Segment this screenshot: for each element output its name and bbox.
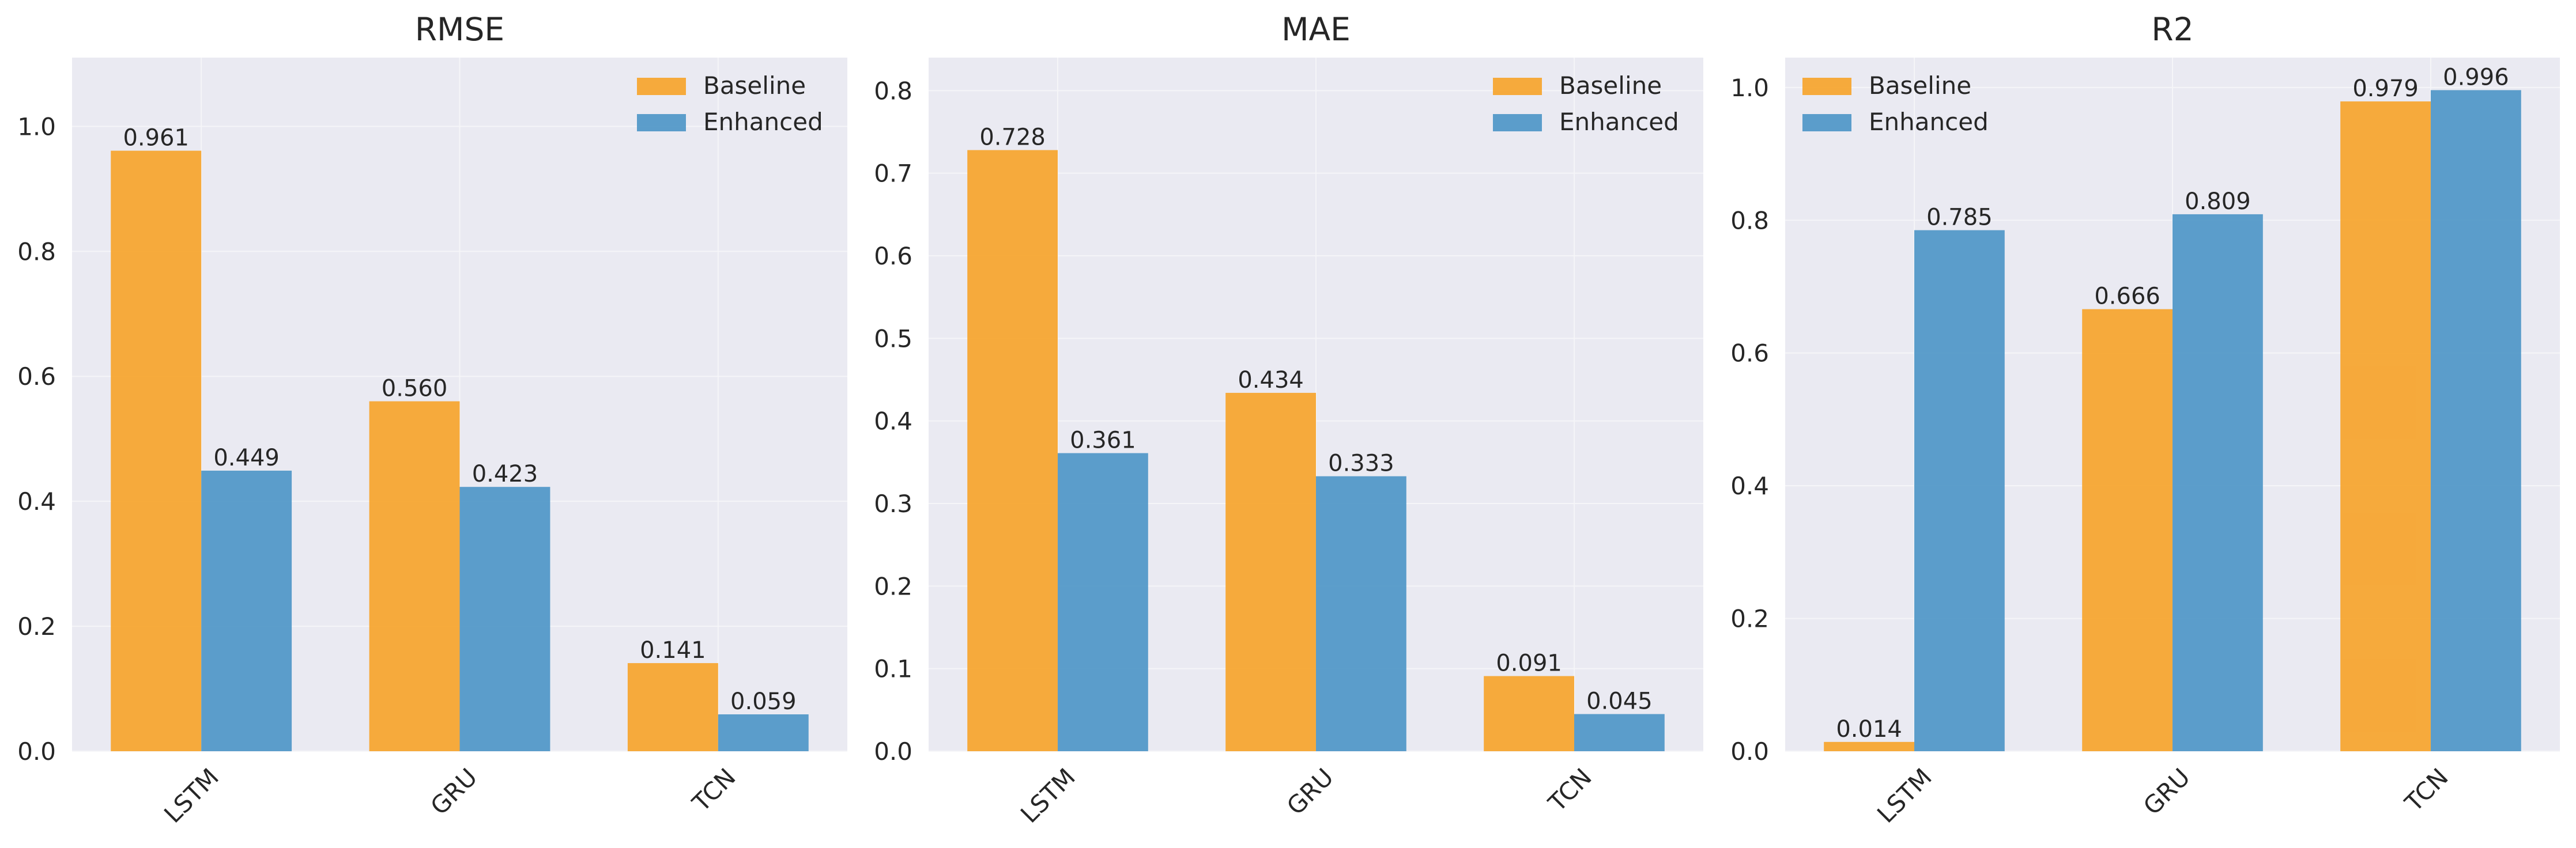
legend-swatch-enhanced	[1493, 114, 1542, 131]
rmse-ytick-label: 0.4	[17, 487, 56, 516]
rmse-xtick-label: LSTM	[159, 763, 224, 828]
r2-data-label: 0.785	[1926, 205, 1993, 231]
r2-bar-enhanced-lstm	[1914, 230, 2005, 751]
rmse-bar-baseline-tcn	[627, 663, 718, 751]
mae-bar-baseline-gru	[1225, 392, 1316, 751]
mae-ytick-label: 0.8	[874, 77, 912, 105]
r2-bar-baseline-lstm	[1824, 741, 1914, 751]
legend-label-enhanced: Enhanced	[1559, 108, 1679, 136]
rmse-data-label: 0.449	[213, 445, 280, 471]
r2-data-label: 0.996	[2443, 64, 2509, 90]
legend-label-enhanced: Enhanced	[703, 108, 823, 136]
r2-bar-baseline-gru	[2082, 309, 2173, 751]
mae-ytick-label: 0.3	[874, 490, 912, 518]
mae-bar-enhanced-lstm	[1058, 453, 1148, 751]
rmse-ytick-label: 0.8	[17, 237, 56, 266]
rmse-xtick-label: TCN	[687, 763, 741, 817]
mae-data-label: 0.091	[1496, 650, 1562, 677]
rmse-data-label: 0.141	[640, 637, 706, 664]
mae-xtick-label: LSTM	[1015, 763, 1081, 828]
mae-ytick-label: 0.4	[874, 407, 912, 436]
legend-swatch-baseline	[637, 78, 686, 95]
mae-data-label: 0.333	[1328, 450, 1394, 477]
r2-data-label: 0.809	[2185, 188, 2251, 215]
r2-data-label: 0.666	[2094, 283, 2160, 310]
rmse-bar-enhanced-tcn	[718, 714, 809, 751]
r2-xtick-label: TCN	[2399, 763, 2454, 817]
rmse-chart-title: RMSE	[415, 11, 504, 48]
legend-label-baseline: Baseline	[1559, 71, 1662, 100]
rmse-data-label: 0.560	[382, 376, 448, 402]
legend-swatch-baseline	[1802, 78, 1851, 95]
mae-data-label: 0.045	[1586, 688, 1653, 715]
r2-ytick-label: 0.8	[1730, 206, 1769, 234]
rmse-bar-enhanced-gru	[459, 487, 550, 751]
rmse-bar-baseline-lstm	[111, 150, 202, 751]
mae-xtick-label: TCN	[1542, 763, 1597, 817]
r2-xtick-label: LSTM	[1872, 763, 1937, 828]
r2-bar-enhanced-gru	[2173, 214, 2263, 751]
mae-ytick-label: 0.2	[874, 572, 912, 600]
r2-panel: 0.0 0.2 0.4 0.6 0.8 1.0 0.014 0.666 0.979 0.785 0.…	[1730, 11, 2560, 828]
r2-bar-baseline-tcn	[2340, 101, 2431, 751]
mae-xtick-label: GRU	[1281, 763, 1339, 820]
mae-chart-title: MAE	[1281, 11, 1351, 48]
rmse-bar-enhanced-lstm	[201, 470, 292, 751]
mae-bar-enhanced-tcn	[1574, 714, 1665, 751]
mae-ytick-label: 0.6	[874, 242, 912, 270]
rmse-xtick-label: GRU	[425, 763, 482, 820]
legend-swatch-enhanced	[1802, 114, 1851, 131]
rmse-data-label: 0.961	[123, 125, 189, 152]
r2-data-label: 0.014	[1836, 716, 1902, 743]
rmse-bar-baseline-gru	[369, 401, 460, 751]
legend-swatch-baseline	[1493, 78, 1542, 95]
rmse-panel: 0.0 0.2 0.4 0.6 0.8 1.0 0.961 0.560 0.141 0.449 0.…	[17, 11, 847, 828]
rmse-ytick-label: 1.0	[17, 112, 56, 141]
r2-chart-title: R2	[2151, 11, 2193, 48]
mae-data-label: 0.434	[1238, 367, 1304, 393]
r2-ytick-label: 0.0	[1730, 737, 1769, 766]
mae-panel: 0.0 0.1 0.2 0.3 0.4 0.5 0.6 0.7 0.8 0.728 0.434 0.0…	[874, 11, 1703, 828]
mae-ytick-label: 0.7	[874, 160, 912, 188]
mae-data-label: 0.728	[979, 124, 1046, 151]
legend-label-baseline: Baseline	[1869, 71, 1971, 100]
r2-xtick-label: GRU	[2138, 763, 2196, 820]
r2-ytick-label: 0.4	[1730, 472, 1769, 500]
legend-label-enhanced: Enhanced	[1869, 108, 1989, 136]
rmse-data-label: 0.423	[472, 461, 538, 487]
mae-ytick-label: 0.5	[874, 324, 912, 353]
mae-ytick-label: 0.0	[874, 737, 912, 766]
rmse-ytick-label: 0.6	[17, 362, 56, 391]
r2-bar-enhanced-tcn	[2431, 90, 2521, 751]
mae-bar-baseline-tcn	[1484, 676, 1574, 751]
r2-ytick-label: 0.6	[1730, 339, 1769, 368]
rmse-data-label: 0.059	[730, 688, 797, 715]
mae-data-label: 0.361	[1070, 427, 1136, 454]
r2-ytick-label: 0.2	[1730, 605, 1769, 633]
rmse-ytick-label: 0.0	[17, 737, 56, 766]
legend-swatch-enhanced	[637, 114, 686, 131]
mae-ytick-label: 0.1	[874, 655, 912, 683]
r2-ytick-label: 1.0	[1730, 74, 1769, 102]
legend-label-baseline: Baseline	[703, 71, 806, 100]
r2-data-label: 0.979	[2352, 75, 2419, 102]
rmse-ytick-label: 0.2	[17, 612, 56, 641]
mae-bar-enhanced-gru	[1316, 476, 1406, 751]
mae-bar-baseline-lstm	[967, 150, 1058, 751]
